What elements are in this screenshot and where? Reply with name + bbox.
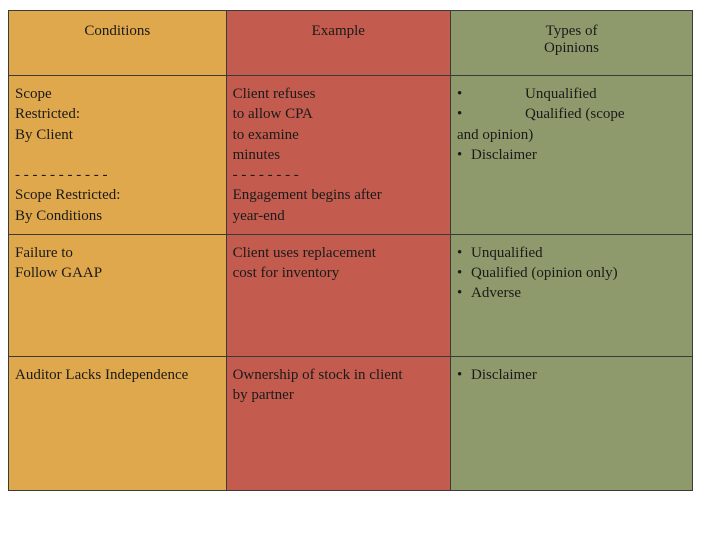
- bullet-icon: •: [457, 84, 471, 104]
- bullet-icon: •: [457, 243, 471, 263]
- text: Ownership of stock in client: [233, 367, 403, 383]
- text: Scope: [15, 86, 52, 102]
- bullet-icon: •: [457, 145, 471, 165]
- opinion-text: Qualified (opinion only): [471, 263, 686, 283]
- table-row: Failure to Follow GAAP Client uses repla…: [9, 234, 693, 356]
- text: by partner: [233, 387, 294, 403]
- header-conditions-label: Conditions: [84, 23, 150, 39]
- opinions-cell: • Disclaimer: [451, 356, 693, 490]
- example-cell: Client uses replacement cost for invento…: [226, 234, 450, 356]
- header-opinions: Types of Opinions: [451, 11, 693, 76]
- text: year-end: [233, 208, 285, 224]
- text: By Conditions: [15, 208, 102, 224]
- opinion-item: • Disclaimer: [457, 145, 686, 165]
- text: Scope Restricted:: [15, 187, 120, 203]
- header-row: Conditions Example Types of Opinions: [9, 11, 693, 76]
- spacer: [471, 84, 525, 104]
- bullet-icon: •: [457, 283, 471, 303]
- header-example: Example: [226, 11, 450, 76]
- opinions-cell: • Unqualified • Qualified (opinion only)…: [451, 234, 693, 356]
- opinion-text: Unqualified: [471, 243, 686, 263]
- opinion-text: Qualified (scope: [525, 104, 686, 124]
- opinion-text: Disclaimer: [471, 365, 686, 385]
- text: By Client: [15, 127, 73, 143]
- opinion-text: Adverse: [471, 283, 686, 303]
- opinion-item: • Qualified (scope: [457, 104, 686, 124]
- text: minutes: [233, 147, 281, 163]
- text: Client refuses: [233, 86, 316, 102]
- text: Engagement begins after: [233, 187, 382, 203]
- header-opinions-line2: Opinions: [544, 40, 599, 56]
- example-cell: Client refuses to allow CPA to examine m…: [226, 76, 450, 235]
- opinion-text: Disclaimer: [471, 145, 686, 165]
- text: Restricted:: [15, 106, 80, 122]
- header-conditions: Conditions: [9, 11, 227, 76]
- table-row: Scope Restricted: By Client - - - - - - …: [9, 76, 693, 235]
- opinion-text-wrap: and opinion): [457, 125, 686, 145]
- text: Auditor Lacks Independence: [15, 367, 188, 383]
- header-opinions-line1: Types of: [546, 23, 598, 39]
- conditions-cell: Failure to Follow GAAP: [9, 234, 227, 356]
- opinion-text: Unqualified: [525, 84, 686, 104]
- text: Client uses replacement: [233, 245, 376, 261]
- opinion-item: • Disclaimer: [457, 365, 686, 385]
- text: to allow CPA: [233, 106, 313, 122]
- bullet-icon: •: [457, 104, 471, 124]
- opinions-cell: • Unqualified • Qualified (scope and opi…: [451, 76, 693, 235]
- bullet-icon: •: [457, 263, 471, 283]
- table-row: Auditor Lacks Independence Ownership of …: [9, 356, 693, 490]
- opinion-item: • Unqualified: [457, 84, 686, 104]
- conditions-cell: Scope Restricted: By Client - - - - - - …: [9, 76, 227, 235]
- divider-dashes: - - - - - - - -: [233, 167, 299, 183]
- bullet-icon: •: [457, 365, 471, 385]
- divider-dashes: - - - - - - - - - - -: [15, 167, 107, 183]
- spacer: [471, 104, 525, 124]
- conditions-cell: Auditor Lacks Independence: [9, 356, 227, 490]
- header-example-label: Example: [312, 23, 365, 39]
- opinion-item: • Adverse: [457, 283, 686, 303]
- opinion-item: • Qualified (opinion only): [457, 263, 686, 283]
- text: Follow GAAP: [15, 265, 102, 281]
- text: Failure to: [15, 245, 73, 261]
- text: to examine: [233, 127, 299, 143]
- audit-opinion-table: Conditions Example Types of Opinions Sco…: [8, 10, 693, 491]
- example-cell: Ownership of stock in client by partner: [226, 356, 450, 490]
- opinion-item: • Unqualified: [457, 243, 686, 263]
- text: cost for inventory: [233, 265, 340, 281]
